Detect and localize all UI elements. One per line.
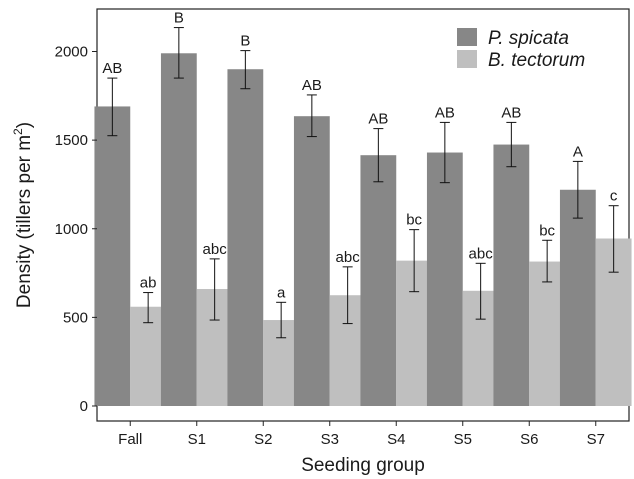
y-axis-title-superscript: 2	[11, 128, 25, 135]
significance-letter: AB	[368, 111, 388, 128]
bar	[426, 152, 463, 406]
legend-swatch-p-spicata	[457, 28, 477, 46]
x-tick-label: S4	[387, 431, 405, 448]
legend-swatch-b-tectorum	[457, 50, 477, 68]
significance-letter: AB	[501, 104, 521, 121]
legend-label-p-spicata: P. spicata	[488, 28, 569, 49]
y-axis: 0 500 1000 1500 2000	[55, 44, 97, 415]
significance-letter: AB	[435, 104, 455, 121]
bar	[227, 69, 264, 406]
x-tick-label: S3	[321, 431, 339, 448]
x-tick-label: S6	[520, 431, 538, 448]
bar	[130, 306, 167, 406]
x-axis: Fall S1 S2 S3 S4 S5 S6 S7	[118, 421, 605, 448]
x-tick-label: S2	[254, 431, 272, 448]
legend-label-b-tectorum: B. tectorum	[488, 50, 585, 71]
significance-letter: ab	[140, 275, 157, 292]
x-tick-label: S7	[587, 431, 605, 448]
x-tick-label: S5	[454, 431, 472, 448]
y-axis-title-main: Density (tillers per m	[14, 135, 35, 308]
significance-letter: abc	[469, 245, 494, 262]
bar	[293, 116, 330, 406]
bar	[529, 261, 566, 406]
bar	[493, 144, 530, 406]
x-tick-label: Fall	[118, 431, 142, 448]
bar	[360, 155, 397, 406]
y-axis-title: Density (tillers per m2)	[11, 122, 35, 308]
significance-letter: A	[573, 143, 583, 160]
bar	[94, 106, 131, 406]
y-tick-label: 1000	[55, 221, 88, 238]
significance-letter: B	[240, 33, 250, 50]
significance-letter: abc	[203, 241, 228, 258]
y-axis-title-close: )	[14, 122, 35, 128]
y-tick-label: 1500	[55, 132, 88, 149]
y-tick-label: 0	[80, 398, 88, 415]
legend: P. spicata B. tectorum	[457, 28, 585, 71]
significance-letter: AB	[102, 60, 122, 77]
significance-letter: B	[174, 10, 184, 27]
y-tick-label: 2000	[55, 44, 88, 61]
bar	[160, 53, 197, 407]
significance-letter: bc	[539, 222, 555, 239]
significance-letter: a	[277, 284, 286, 301]
error-bars-layer	[107, 27, 619, 339]
x-axis-title: Seeding group	[301, 455, 425, 476]
y-tick-label: 500	[63, 309, 88, 326]
bars-layer	[94, 53, 632, 407]
significance-letter: abc	[336, 249, 361, 266]
significance-letter: AB	[302, 77, 322, 94]
x-tick-label: S1	[188, 431, 206, 448]
bar	[559, 189, 596, 406]
significance-letter: bc	[406, 212, 422, 229]
significance-letter: c	[610, 188, 618, 205]
